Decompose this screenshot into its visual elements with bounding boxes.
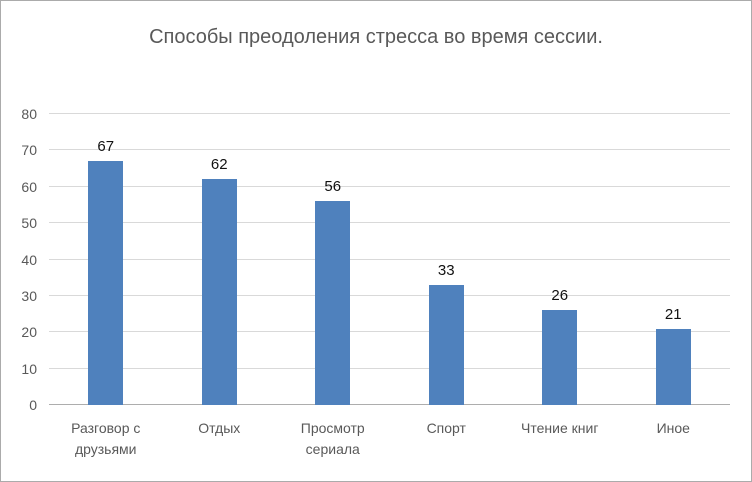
y-tick-label-70: 70	[21, 142, 37, 159]
gridline-40	[49, 258, 730, 260]
gridline-80	[49, 113, 730, 114]
y-tick-label-40: 40	[21, 251, 37, 268]
y-tick-label-50: 50	[21, 215, 37, 232]
y-tick-label-60: 60	[21, 178, 37, 195]
bar-1	[88, 161, 124, 405]
bar-column-5: 26	[503, 114, 617, 405]
data-label-6: 21	[664, 305, 682, 323]
x-axis-label-2: Отдых	[163, 418, 277, 460]
x-axis-label-text: Просмотр сериала	[300, 420, 365, 457]
data-label-1: 67	[97, 138, 115, 156]
bar-3	[315, 201, 351, 405]
x-axis: Разговор с друзьями Отдых Просмотр сериала…	[49, 418, 730, 460]
gridline-10	[49, 367, 730, 369]
data-label-3: 56	[324, 178, 342, 196]
bar-column-2: 62	[163, 114, 277, 405]
gridline-60	[49, 185, 730, 187]
bar-6	[655, 328, 691, 405]
y-tick-label-0: 0	[29, 397, 37, 413]
y-tick-label-10: 10	[21, 360, 37, 377]
x-axis-label-1: Разговор с друзьями	[49, 418, 163, 460]
x-axis-label-5: Чтение книг	[503, 418, 617, 460]
y-tick-label-20: 20	[21, 324, 37, 341]
x-axis-label-text: Спорт	[426, 420, 466, 436]
bars: 67 62 56 33 26 21	[49, 114, 730, 405]
bar-column-3: 56	[276, 114, 390, 405]
y-tick-label-30: 30	[21, 287, 37, 304]
gridline-30	[49, 294, 730, 296]
data-label-4: 33	[437, 261, 455, 279]
gridline-20	[49, 331, 730, 333]
x-axis-label-text: Разговор с друзьями	[71, 420, 141, 457]
x-axis-label-text: Отдых	[198, 420, 241, 436]
data-label-5: 26	[551, 287, 569, 305]
y-axis: 0 10 20 30 40 50 60 70 80	[1, 106, 41, 413]
x-axis-label-text: Чтение книг	[521, 420, 599, 436]
data-label-2: 62	[210, 156, 228, 174]
gridline-70	[49, 149, 730, 151]
chart-title-text: Способы преодоления стресса во время сес…	[149, 26, 603, 48]
bar-5	[542, 310, 578, 405]
x-axis-line	[49, 404, 730, 405]
x-axis-label-6: Иное	[617, 418, 731, 460]
y-tick-label-80: 80	[21, 106, 37, 122]
chart-title: Способы преодоления стресса во время сес…	[1, 20, 751, 54]
x-axis-label-4: Спорт	[390, 418, 504, 460]
bar-4	[428, 284, 464, 405]
gridline-50	[49, 222, 730, 224]
x-axis-label-text: Иное	[656, 420, 690, 436]
bar-column-1: 67	[49, 114, 163, 405]
plot-area: 67 62 56 33 26 21	[49, 113, 730, 405]
bar-column-6: 21	[617, 114, 731, 405]
x-axis-label-3: Просмотр сериала	[276, 418, 390, 460]
bar-2	[201, 179, 237, 405]
bar-column-4: 33	[390, 114, 504, 405]
